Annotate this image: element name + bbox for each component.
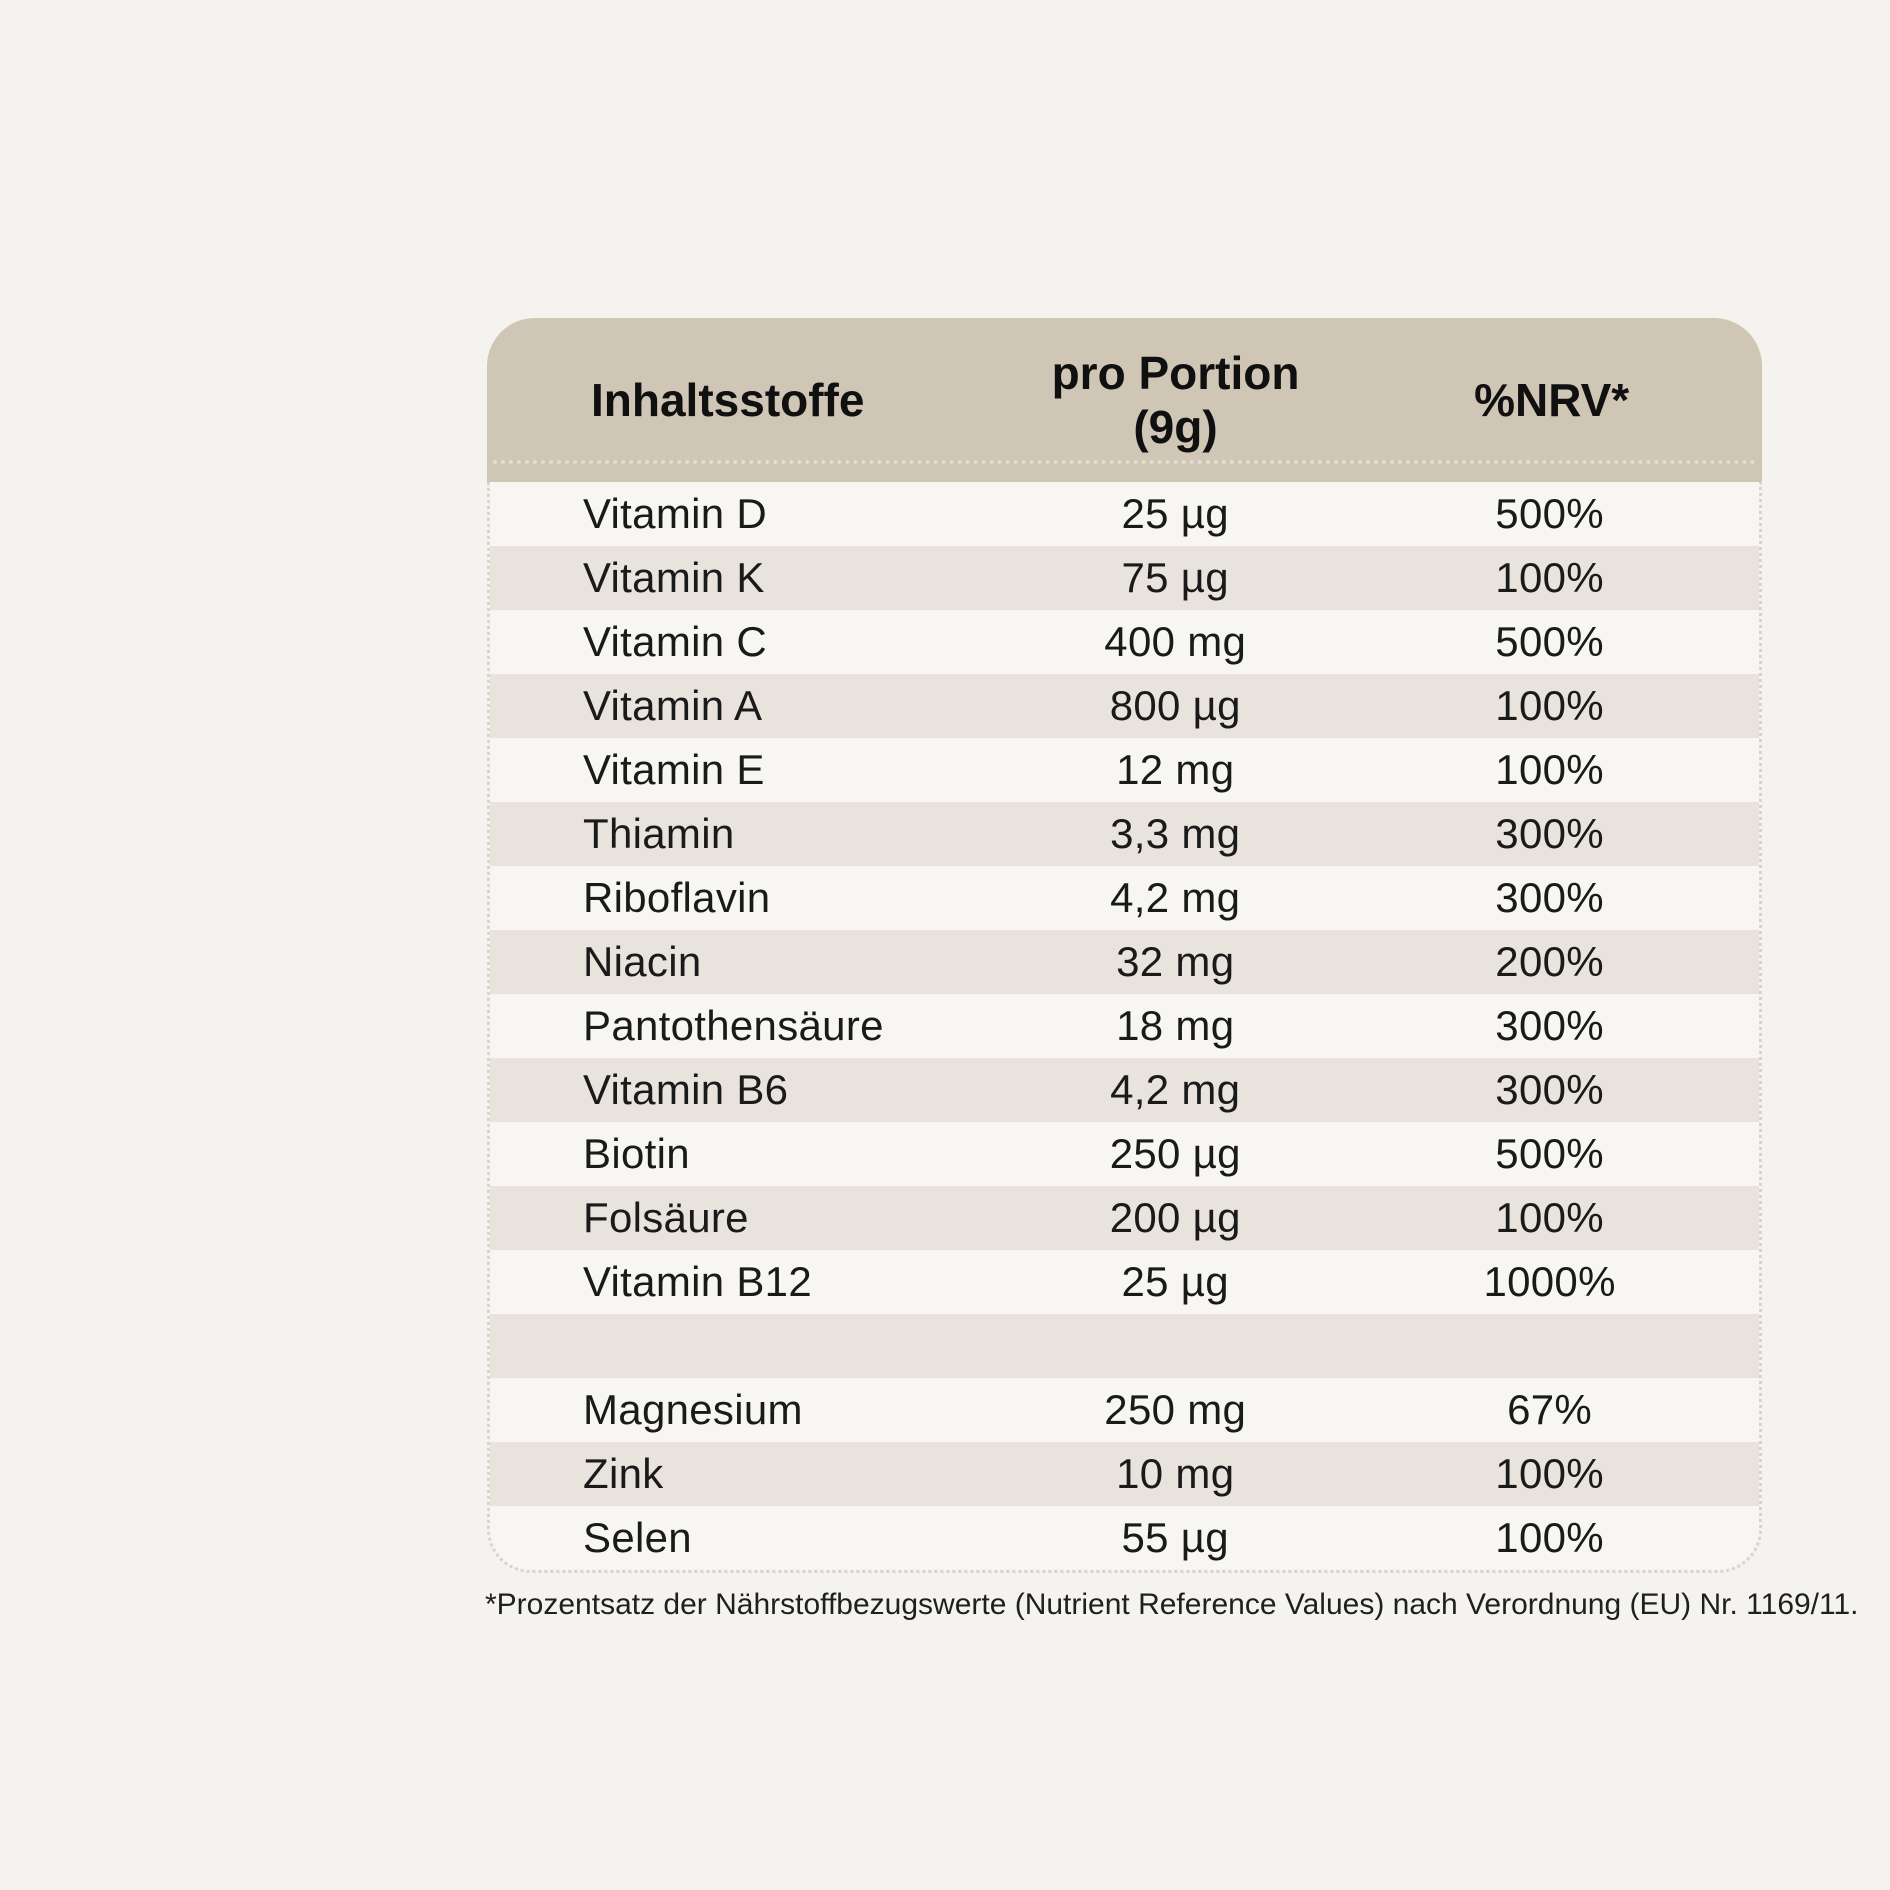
table-row: Magnesium 250 mg 67% [490,1378,1759,1442]
nutrient-nrv: 500% [1495,1130,1604,1177]
nutrient-amount: 25 µg [1121,1258,1229,1305]
table-row: Biotin 250 µg 500% [490,1122,1759,1186]
table-header-row: Inhaltsstoffe pro Portion (9g) %NRV* [487,318,1762,482]
nutrient-name: Vitamin B6 [583,1066,789,1113]
nutrient-nrv: 100% [1495,1514,1604,1561]
table-row: Thiamin 3,3 mg 300% [490,802,1759,866]
nutrient-name: Pantothensäure [583,1002,884,1049]
nutrient-nrv: 100% [1495,1194,1604,1241]
nutrient-name: Vitamin A [583,682,763,729]
nutrient-amount: 25 µg [1121,490,1229,537]
table-row-spacer [490,1314,1759,1378]
nutrient-amount: 55 µg [1121,1514,1229,1561]
nutrient-amount: 250 µg [1109,1130,1241,1177]
nutrient-nrv: 500% [1495,618,1604,665]
table-row: Riboflavin 4,2 mg 300% [490,866,1759,930]
nutrient-amount: 4,2 mg [1110,874,1241,921]
table-row: Pantothensäure 18 mg 300% [490,994,1759,1058]
table-row: Vitamin E 12 mg 100% [490,738,1759,802]
nutrient-name: Zink [583,1450,664,1497]
nutrient-amount: 250 mg [1104,1386,1247,1433]
nutrient-name: Vitamin C [583,618,767,665]
nutrient-amount: 800 µg [1109,682,1241,729]
table-row: Vitamin C 400 mg 500% [490,610,1759,674]
nutrient-nrv: 1000% [1483,1258,1616,1305]
table-body: Vitamin D 25 µg 500% Vitamin K 75 µg 100… [487,482,1762,1573]
nutrient-name: Riboflavin [583,874,771,921]
table-row: Vitamin D 25 µg 500% [490,482,1759,546]
table-row: Folsäure 200 µg 100% [490,1186,1759,1250]
nutrient-name: Magnesium [583,1386,803,1433]
nutrient-name: Vitamin E [583,746,765,793]
nutrient-amount: 10 mg [1116,1450,1235,1497]
table-row: Vitamin A 800 µg 100% [490,674,1759,738]
nutrient-amount: 12 mg [1116,746,1235,793]
table-row: Zink 10 mg 100% [490,1442,1759,1506]
nutrient-nrv: 200% [1495,938,1604,985]
nutrient-name: Biotin [583,1130,690,1177]
nutrient-nrv: 100% [1495,682,1604,729]
nutrient-nrv: 100% [1495,1450,1604,1497]
table-row: Niacin 32 mg 200% [490,930,1759,994]
header-dotted-divider [493,460,1756,464]
nutrient-name: Thiamin [583,810,735,857]
nutrient-nrv: 100% [1495,746,1604,793]
nutrient-nrv: 300% [1495,1066,1604,1113]
nutrient-amount: 32 mg [1116,938,1235,985]
nutrient-nrv: 67% [1507,1386,1593,1433]
nutrient-name: Selen [583,1514,692,1561]
nutrient-nrv: 100% [1495,554,1604,601]
nutrient-name: Niacin [583,938,702,985]
nutrient-amount: 75 µg [1121,554,1229,601]
nutrient-amount: 200 µg [1109,1194,1241,1241]
nutrient-amount: 400 mg [1104,618,1247,665]
nutrient-name: Vitamin D [583,490,767,537]
nutrition-table: Inhaltsstoffe pro Portion (9g) %NRV* Vit… [487,318,1762,1573]
column-header-ingredients: Inhaltsstoffe [591,374,865,426]
nrv-footnote: *Prozentsatz der Nährstoffbezugswerte (N… [485,1588,1859,1621]
nutrient-amount: 3,3 mg [1110,810,1241,857]
nutrient-amount: 18 mg [1116,1002,1235,1049]
nutrient-nrv: 300% [1495,1002,1604,1049]
column-header-nrv: %NRV* [1474,374,1630,426]
nutrient-name: Folsäure [583,1194,749,1241]
table-row: Vitamin B6 4,2 mg 300% [490,1058,1759,1122]
column-header-per-portion: pro Portion (9g) [1051,347,1300,453]
nutrient-nrv: 300% [1495,874,1604,921]
nutrient-nrv: 300% [1495,810,1604,857]
table-row: Vitamin K 75 µg 100% [490,546,1759,610]
table-row: Selen 55 µg 100% [490,1506,1759,1570]
table-row: Vitamin B12 25 µg 1000% [490,1250,1759,1314]
nutrient-name: Vitamin K [583,554,765,601]
nutrient-nrv: 500% [1495,490,1604,537]
nutrient-amount: 4,2 mg [1110,1066,1241,1113]
nutrient-name: Vitamin B12 [583,1258,812,1305]
